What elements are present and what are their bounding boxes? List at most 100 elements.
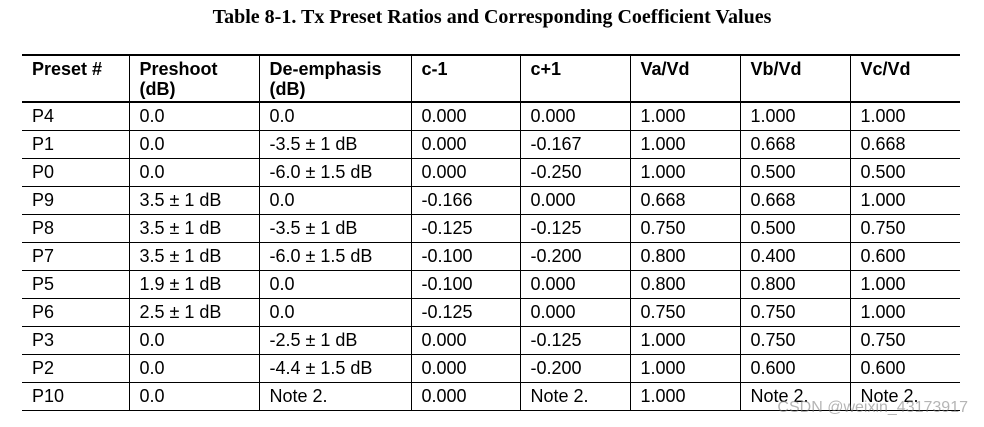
table-cell: 3.5 ± 1 dB [128, 242, 259, 271]
table-cell: 1.000 [629, 102, 740, 131]
table-cell: 0.000 [410, 354, 520, 383]
table-row: P5 1.9 ± 1 dB 0.0 -0.100 0.000 0.800 0.800 1.00… [22, 270, 960, 299]
table-cell: -6.0 ± 1.5 dB [258, 158, 411, 187]
table-cell: -0.200 [519, 354, 630, 383]
preset-id-cell: P5 [22, 270, 129, 299]
table-cell: Note 2. [849, 382, 960, 411]
preset-id-cell: P10 [22, 382, 129, 411]
table-cell: -0.200 [519, 242, 630, 271]
table-cell: 0.750 [739, 298, 850, 327]
table-cell: 0.750 [629, 298, 740, 327]
preset-id-cell: P8 [22, 214, 129, 243]
table-cell: 0.000 [410, 130, 520, 159]
table-cell: 0.668 [849, 130, 960, 159]
table-cell: 0.500 [739, 158, 850, 187]
tx-preset-table: Preset # Preshoot (dB) De-emphasis (dB) c-1 c+… [22, 54, 960, 411]
table-cell: 0.600 [739, 354, 850, 383]
table-cell: -0.250 [519, 158, 630, 187]
table-cell: -2.5 ± 1 dB [258, 326, 411, 355]
table-cell: -0.125 [410, 214, 520, 243]
table-cell: 2.5 ± 1 dB [128, 298, 259, 327]
table-cell: -0.100 [410, 270, 520, 299]
table-cell: 0.0 [258, 186, 411, 215]
column-header: Vb/Vd [739, 55, 850, 102]
table-cell: 0.000 [410, 382, 520, 411]
table-cell: -6.0 ± 1.5 dB [258, 242, 411, 271]
table-cell: Note 2. [519, 382, 630, 411]
table-cell: Note 2. [258, 382, 411, 411]
table-cell: 1.000 [629, 354, 740, 383]
table-cell: 1.000 [849, 298, 960, 327]
table-cell: 0.000 [519, 186, 630, 215]
table-row: P9 3.5 ± 1 dB 0.0 -0.166 0.000 0.668 0.668 1.00… [22, 186, 960, 215]
table-row: P0 0.0 -6.0 ± 1.5 dB 0.000 -0.250 1.000 0.500 0… [22, 158, 960, 187]
table-cell: 1.000 [849, 102, 960, 131]
table-row: P4 0.0 0.0 0.000 0.000 1.000 1.000 1.000 [22, 102, 960, 131]
table-cell: Note 2. [739, 382, 850, 411]
table-cell: 1.000 [849, 186, 960, 215]
column-header: Preshoot (dB) [128, 55, 259, 102]
table-cell: 1.9 ± 1 dB [128, 270, 259, 299]
table-cell: 0.0 [128, 354, 259, 383]
table-row: P7 3.5 ± 1 dB -6.0 ± 1.5 dB -0.100 -0.200 0.8… [22, 242, 960, 271]
table-cell: 0.0 [258, 102, 411, 131]
table-cell: 1.000 [629, 158, 740, 187]
table-cell: 1.000 [629, 130, 740, 159]
table-cell: 0.750 [849, 326, 960, 355]
preset-id-cell: P7 [22, 242, 129, 271]
table-cell: 0.668 [629, 186, 740, 215]
column-header: Vc/Vd [849, 55, 960, 102]
table-cell: 0.0 [128, 382, 259, 411]
table-cell: 0.000 [410, 102, 520, 131]
table-cell: -3.5 ± 1 dB [258, 214, 411, 243]
table-cell: 1.000 [629, 382, 740, 411]
table-cell: 0.600 [849, 242, 960, 271]
table-cell: 0.0 [258, 298, 411, 327]
table-cell: -0.167 [519, 130, 630, 159]
table-cell: 0.000 [519, 298, 630, 327]
table-cell: 0.000 [519, 270, 630, 299]
table-cell: 0.750 [739, 326, 850, 355]
table-row: P10 0.0 Note 2. 0.000 Note 2. 1.000 Note 2. Not… [22, 382, 960, 411]
header-row: Preset # Preshoot (dB) De-emphasis (dB) c-1 c+… [22, 55, 960, 102]
table-header: Preset # Preshoot (dB) De-emphasis (dB) c-1 c+… [22, 55, 960, 102]
table-cell: 3.5 ± 1 dB [128, 186, 259, 215]
table-cell: -3.5 ± 1 dB [258, 130, 411, 159]
table-cell: 1.000 [849, 270, 960, 299]
table-caption: Table 8-1. Tx Preset Ratios and Correspo… [212, 6, 772, 28]
table-cell: 0.800 [739, 270, 850, 299]
table-row: P3 0.0 -2.5 ± 1 dB 0.000 -0.125 1.000 0.750 0.7… [22, 326, 960, 355]
preset-id-cell: P4 [22, 102, 129, 131]
preset-id-cell: P1 [22, 130, 129, 159]
table-row: P1 0.0 -3.5 ± 1 dB 0.000 -0.167 1.000 0.668 0.6… [22, 130, 960, 159]
preset-id-cell: P3 [22, 326, 129, 355]
table-cell: 0.500 [849, 158, 960, 187]
table-cell: 0.500 [739, 214, 850, 243]
table-cell: 0.0 [128, 326, 259, 355]
column-header: c+1 [519, 55, 630, 102]
table-cell: 0.750 [849, 214, 960, 243]
table-cell: 0.000 [519, 102, 630, 131]
table-cell: -0.100 [410, 242, 520, 271]
table-cell: -0.125 [519, 214, 630, 243]
table-cell: 1.000 [739, 102, 850, 131]
table-cell: 0.800 [629, 242, 740, 271]
table-cell: -0.125 [519, 326, 630, 355]
preset-id-cell: P9 [22, 186, 129, 215]
column-header: De-emphasis (dB) [258, 55, 411, 102]
table-row: P8 3.5 ± 1 dB -3.5 ± 1 dB -0.125 -0.125 0.750… [22, 214, 960, 243]
table-body: P4 0.0 0.0 0.000 0.000 1.000 1.000 1.000 P1 0.0 -3… [22, 102, 960, 411]
table-cell: 0.000 [410, 158, 520, 187]
table-cell: 0.0 [128, 158, 259, 187]
table-row: P6 2.5 ± 1 dB 0.0 -0.125 0.000 0.750 0.750 1.00… [22, 298, 960, 327]
column-header: c-1 [410, 55, 520, 102]
watermark: CSDN @weixin_43173917 [777, 399, 968, 416]
table-cell: 0.0 [128, 102, 259, 131]
column-header: Preset # [32, 59, 103, 79]
table-cell: -0.125 [410, 298, 520, 327]
table-cell: -0.166 [410, 186, 520, 215]
table-cell: 1.000 [629, 326, 740, 355]
column-header: Va/Vd [629, 55, 740, 102]
table-cell: 0.000 [410, 326, 520, 355]
table-cell: 0.668 [739, 186, 850, 215]
